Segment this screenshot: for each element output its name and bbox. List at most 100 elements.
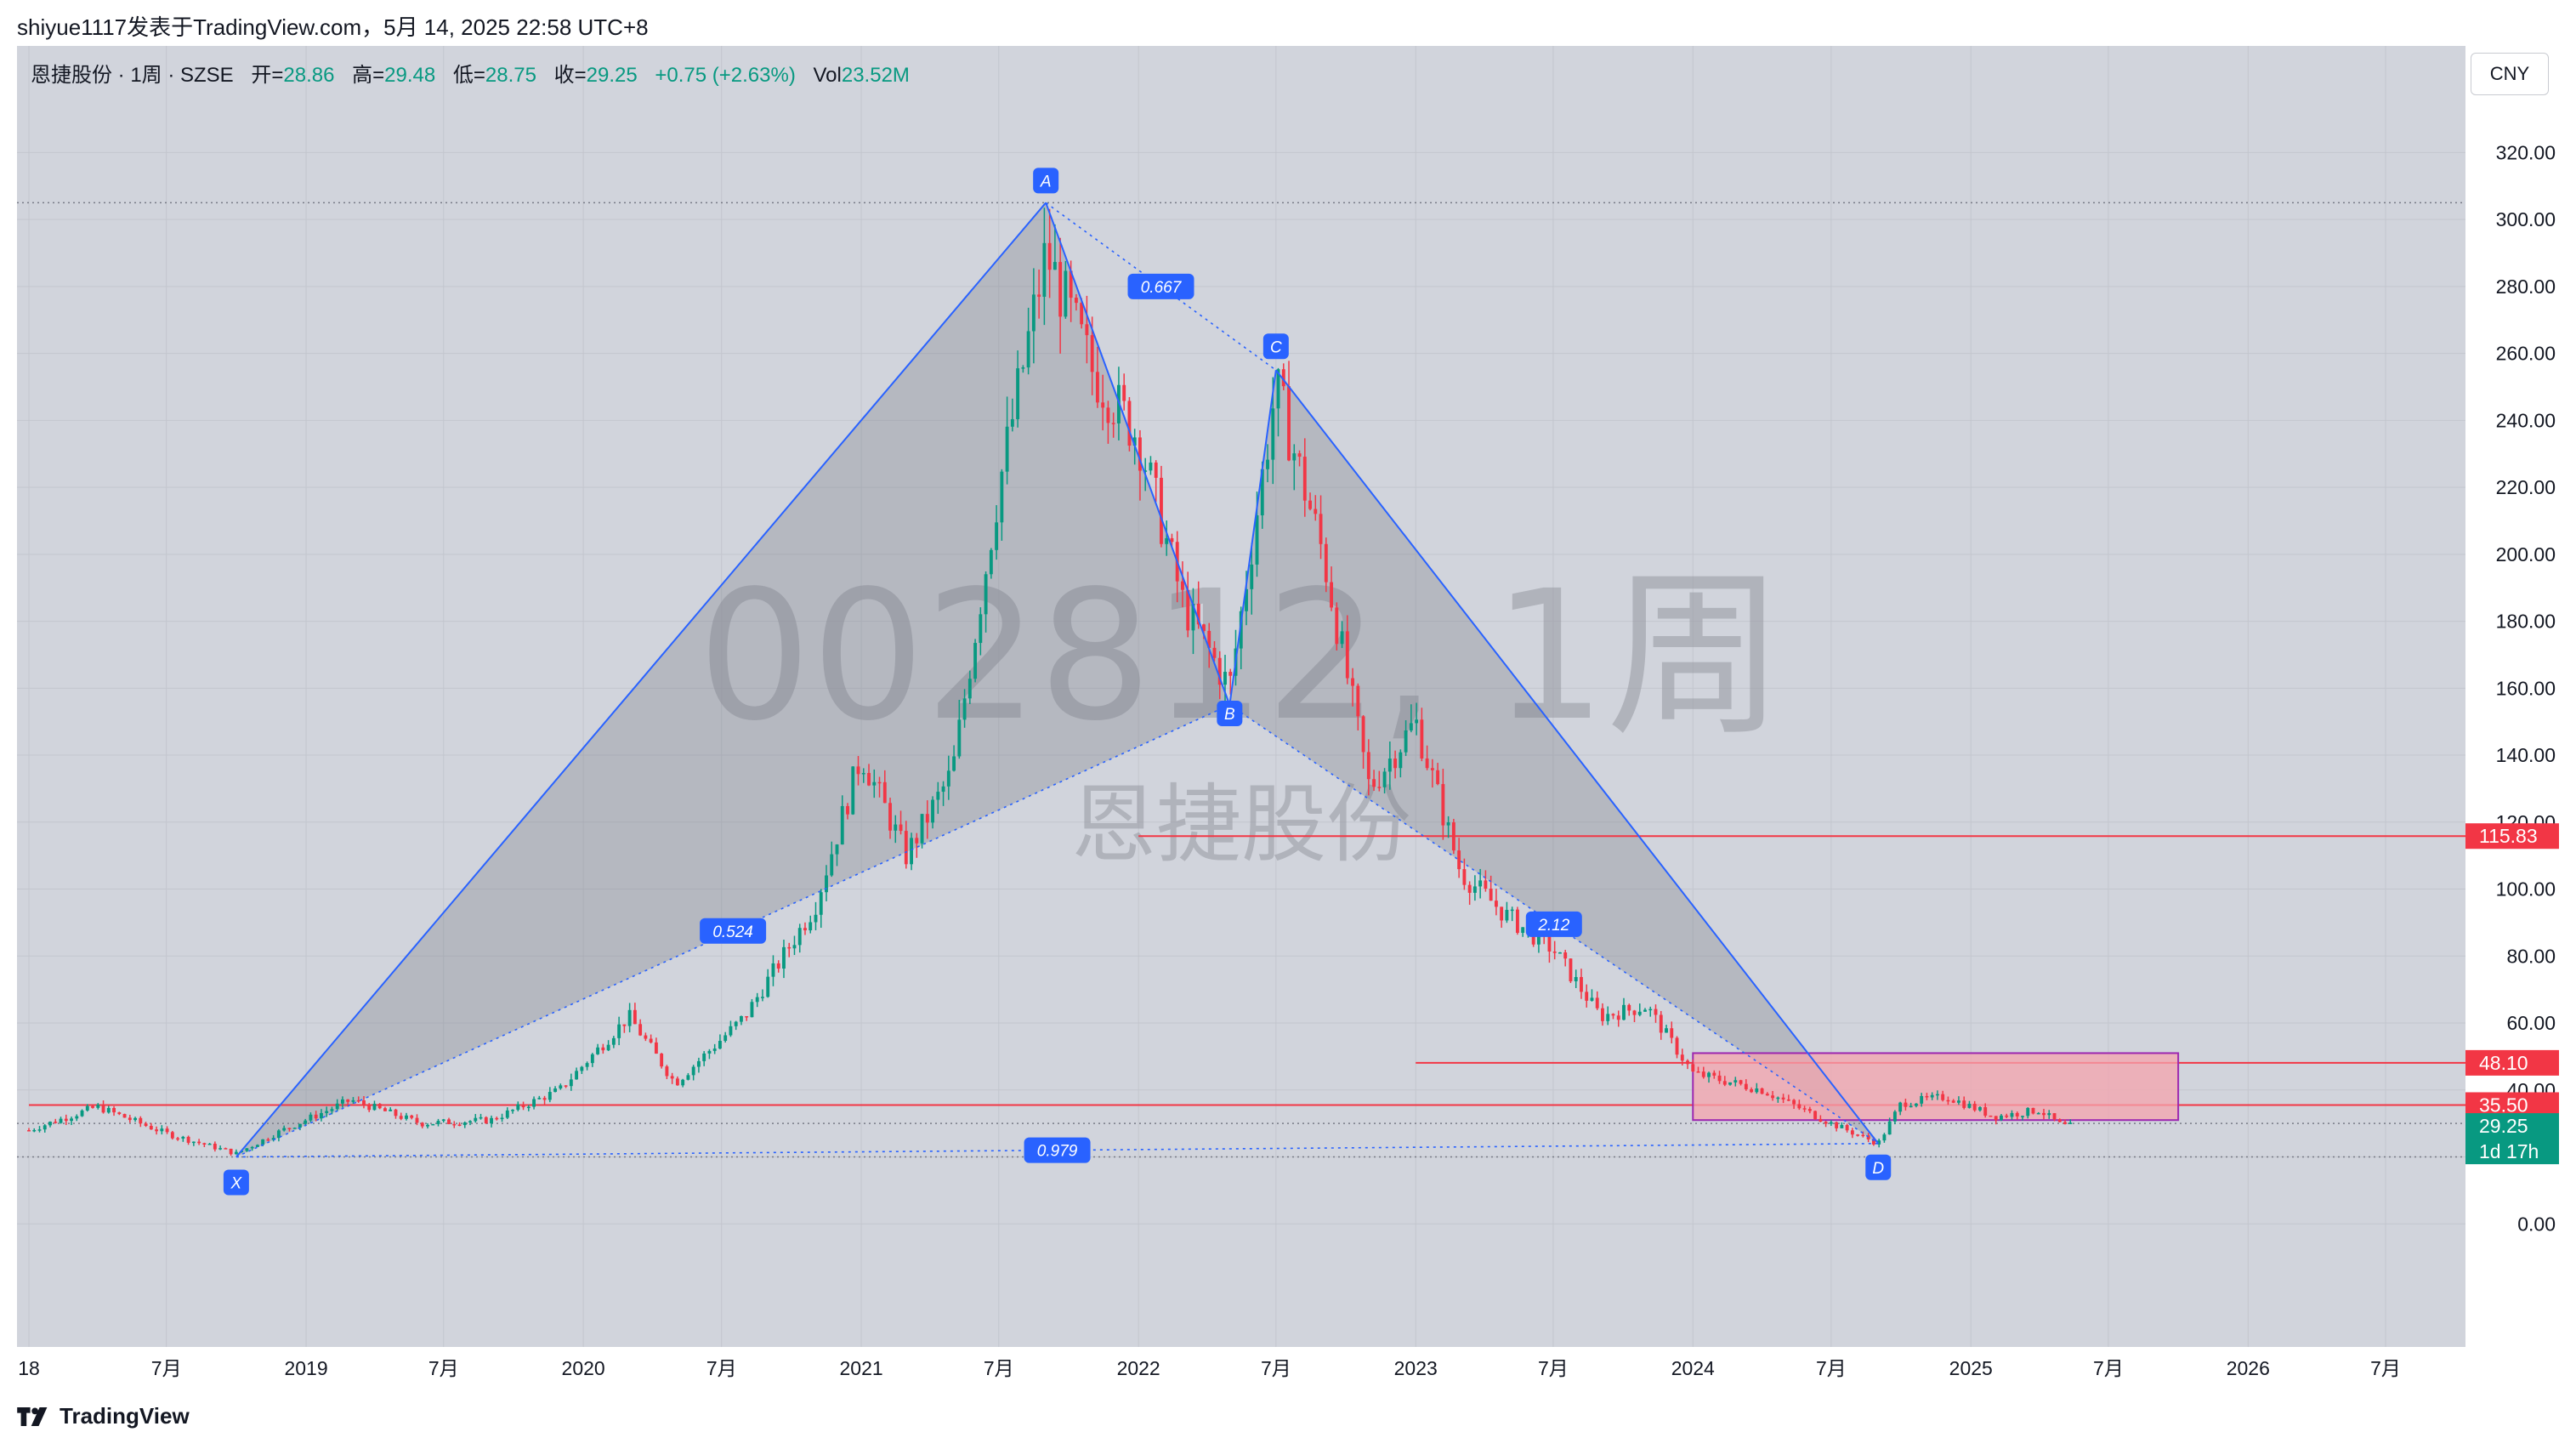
candle-body (144, 1123, 148, 1127)
candle-body (1563, 952, 1568, 959)
candle-body (2042, 1112, 2045, 1116)
price-tick-label: 180.00 (2496, 611, 2556, 633)
candle-body (1302, 457, 1307, 501)
candle-body (1111, 423, 1115, 424)
candle-body (367, 1105, 372, 1111)
candle-body (1212, 647, 1217, 658)
candle-body (1372, 779, 1376, 787)
leg-ab (1045, 202, 1231, 706)
price-tick-label: 80.00 (2506, 945, 2556, 967)
candle-body (319, 1112, 323, 1119)
price-tick-label: 220.00 (2496, 476, 2556, 498)
footer-logo[interactable]: TradingView (17, 1403, 190, 1429)
candle-body (644, 1035, 648, 1039)
candle-body (1478, 880, 1483, 887)
candle-body (213, 1143, 217, 1150)
candle-body (1021, 367, 1025, 369)
candle-body (1802, 1108, 1807, 1110)
candle-body (995, 522, 999, 550)
price-tick-label: 60.00 (2506, 1012, 2556, 1034)
candle-body (1053, 262, 1057, 270)
candle-body (37, 1129, 42, 1131)
candle-body (1829, 1122, 1833, 1124)
candle-body (1207, 630, 1211, 648)
candle-body (1245, 588, 1248, 611)
candle-body (1037, 294, 1041, 298)
currency-button[interactable]: CNY (2471, 53, 2549, 95)
price-tag-48-10: 48.10 (2479, 1052, 2528, 1074)
candle-body (1521, 927, 1525, 933)
candle-body (389, 1109, 393, 1111)
candle-body (1765, 1094, 1769, 1096)
chart-area[interactable]: 002812, 1周 恩捷股份 X A B C D 0.524 0.667 2.12 0.979 … (17, 46, 2562, 1389)
time-axis-bg (17, 1347, 2465, 1389)
candle-body (1510, 909, 1514, 912)
candle-body (139, 1117, 143, 1124)
candle-body (1138, 437, 1142, 471)
candle-body (234, 1151, 238, 1155)
price-tick-label: 300.00 (2496, 208, 2556, 230)
candle-body (675, 1078, 679, 1086)
candle-body (474, 1117, 478, 1122)
candle-body (181, 1136, 185, 1139)
candle-body (1223, 672, 1227, 685)
candle-body (1276, 369, 1280, 409)
candle-body (304, 1120, 308, 1124)
candle-body (967, 679, 972, 699)
candle-body (766, 976, 770, 997)
low-label: 低= (452, 64, 485, 87)
candle-body (740, 1015, 743, 1022)
candle-body (1026, 331, 1030, 368)
candle-body (920, 814, 924, 844)
candle-body (1095, 372, 1099, 403)
price-tag-115-83: 115.83 (2479, 825, 2538, 847)
candle-body (2047, 1113, 2051, 1116)
candle-body (984, 574, 988, 615)
candle-body (941, 786, 945, 793)
candle-body (410, 1115, 414, 1118)
candle-body (271, 1138, 275, 1140)
close-label: 收= (553, 64, 587, 87)
candle-body (797, 928, 802, 946)
candle-body (1472, 886, 1477, 893)
point-label-c: C (1270, 338, 1282, 356)
candle-body (1622, 1004, 1626, 1020)
candle-body (872, 781, 877, 786)
candle-body (1324, 543, 1328, 582)
candle-body (633, 1009, 637, 1025)
candle-body (1335, 607, 1339, 645)
candle-body (1494, 901, 1498, 907)
ratio-label: 0.979 (1037, 1143, 1078, 1161)
candle-body (1382, 771, 1387, 787)
candle-body (117, 1112, 122, 1115)
candlestick-series (27, 207, 2073, 1156)
candle-body (229, 1148, 233, 1155)
candle-body (867, 773, 871, 786)
candle-body (96, 1105, 100, 1108)
candle-body (1143, 470, 1148, 472)
candle-body (1409, 723, 1413, 731)
open-value: 28.86 (283, 64, 335, 87)
candle-body (1712, 1072, 1716, 1076)
candle-body (627, 1009, 632, 1026)
candle-body (75, 1116, 79, 1119)
candle-body (1356, 685, 1360, 717)
ratio-label: 2.12 (1537, 917, 1569, 935)
candle-body (718, 1041, 722, 1049)
candle-body (431, 1123, 435, 1126)
candle-body (2005, 1115, 2009, 1117)
candle-body (580, 1066, 584, 1071)
candle-body (1074, 298, 1078, 304)
harmonic-pattern-labels: X A B C D 0.524 0.667 2.12 0.979 (223, 168, 1892, 1196)
low-value: 28.75 (485, 64, 536, 87)
candle-body (1717, 1075, 1722, 1082)
candle-body (1606, 1014, 1610, 1021)
candle-body (649, 1038, 653, 1043)
candle-body (462, 1122, 467, 1126)
candle-body (1701, 1071, 1705, 1077)
candle-body (1085, 324, 1089, 336)
candle-body (814, 914, 818, 923)
candle-body (1989, 1115, 1993, 1117)
candle-body (1058, 262, 1063, 317)
